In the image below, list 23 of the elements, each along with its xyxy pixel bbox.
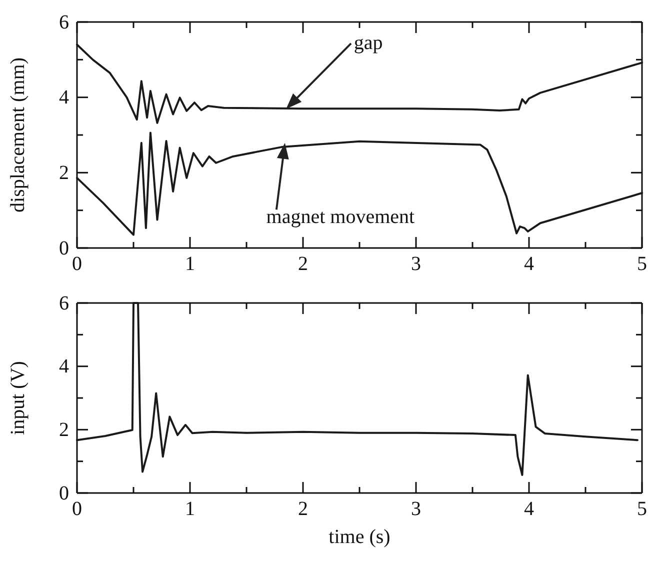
x-tick-label: 5 — [637, 253, 647, 276]
y-tick-label: 4 — [59, 86, 69, 109]
annotation: gap — [354, 32, 383, 54]
y-axis-title: displacement (mm) — [7, 58, 29, 212]
x-tick-label: 2 — [298, 498, 308, 520]
x-tick-label: 3 — [411, 253, 421, 276]
y-tick-label: 0 — [59, 482, 69, 504]
y-tick-label: 2 — [59, 162, 69, 184]
x-tick-label: 3 — [411, 498, 421, 520]
x-tick-label: 1 — [185, 498, 195, 520]
y-tick-label: 6 — [59, 11, 69, 34]
y-axis-title: input (V) — [7, 361, 29, 435]
y-tick-label: 6 — [59, 292, 69, 314]
y-tick-label: 4 — [59, 356, 69, 378]
x-axis-title: time (s) — [328, 526, 390, 548]
y-tick-label: 0 — [59, 237, 69, 260]
x-tick-label: 4 — [524, 498, 534, 520]
x-tick-label: 1 — [185, 253, 195, 276]
y-tick-label: 2 — [59, 419, 69, 442]
x-tick-label: 4 — [524, 253, 534, 276]
x-tick-label: 2 — [298, 253, 308, 276]
annotation: magnet movement — [266, 206, 416, 228]
x-tick-label: 5 — [637, 498, 647, 520]
